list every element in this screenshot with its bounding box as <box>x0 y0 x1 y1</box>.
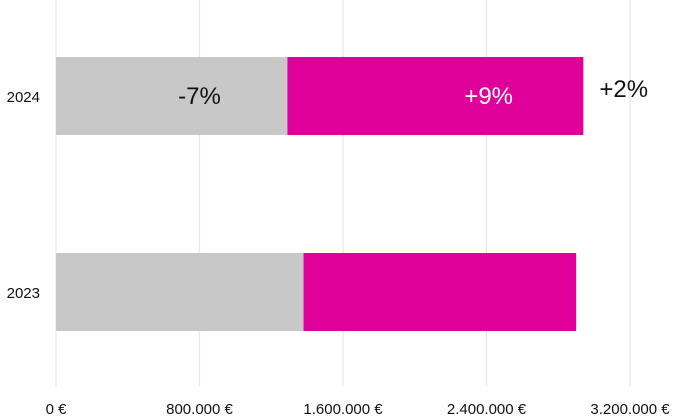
y-category-label: 2024 <box>7 89 40 106</box>
bar-segment-2024-2 <box>287 57 584 135</box>
x-tick-label: 3.200.000 € <box>590 401 670 416</box>
y-category-label: 2023 <box>7 285 40 302</box>
x-tick-label: 1.600.000 € <box>303 401 383 416</box>
x-tick-label: 2.400.000 € <box>447 401 527 416</box>
labels: 0 € 800.000 € 1.600.000 € 2.400.000 € 3.200.… <box>7 76 671 416</box>
bars <box>56 57 584 331</box>
x-tick-label: 0 € <box>46 401 68 416</box>
data-label: -7% <box>178 83 221 110</box>
bar-segment-2023-2 <box>303 253 577 331</box>
bar-segment-2023-1 <box>56 253 304 331</box>
data-label: +9% <box>464 83 513 110</box>
total-change-label: +2% <box>599 76 648 103</box>
x-tick-label: 800.000 € <box>166 401 233 416</box>
bar-segment-2024-1 <box>56 57 288 135</box>
